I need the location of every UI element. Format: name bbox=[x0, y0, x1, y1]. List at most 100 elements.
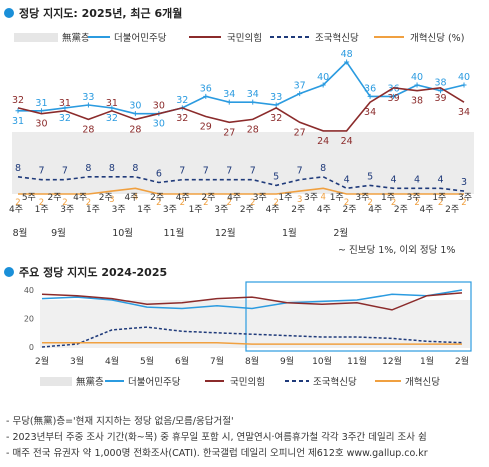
top-data-label-reform: 2 bbox=[86, 198, 91, 208]
top-data-label-reform: 2 bbox=[156, 198, 161, 208]
top-week-tick: 2주 bbox=[150, 192, 164, 203]
heading-dot-bottom bbox=[4, 267, 14, 277]
legend-label-undecided: 無黨층 bbox=[62, 32, 90, 44]
top-data-label-rebuild: 4 bbox=[344, 174, 350, 185]
top-data-label-rebuild: 7 bbox=[226, 166, 232, 177]
top-data-label-democratic: 40 bbox=[317, 72, 329, 83]
top-data-label-ppp: 27 bbox=[223, 127, 235, 138]
bottom-x-tick: 1월 bbox=[420, 355, 434, 367]
top-month-tick: 1월 bbox=[282, 227, 297, 239]
top-data-label-democratic: 33 bbox=[82, 92, 94, 103]
top-week-tick: 1주 bbox=[35, 204, 49, 215]
top-month-tick: 9월 bbox=[51, 227, 66, 239]
top-data-label-rebuild: 4 bbox=[414, 174, 420, 185]
top-data-label-reform: 4 bbox=[133, 192, 138, 202]
top-undecided-band bbox=[12, 132, 474, 194]
top-week-tick: 4주 bbox=[266, 204, 280, 215]
top-data-label-ppp: 30 bbox=[35, 119, 47, 130]
top-week-tick: 2주 bbox=[240, 204, 254, 215]
top-week-tick: 1주 bbox=[278, 192, 292, 203]
top-data-label-rebuild: 5 bbox=[273, 171, 279, 182]
top-data-label-reform: 2 bbox=[344, 198, 349, 208]
top-week-tick: 4주 bbox=[73, 192, 87, 203]
top-data-label-democratic: 32 bbox=[176, 95, 188, 106]
other-parties-note: ~ 진보당 1%, 이외 정당 1% bbox=[338, 244, 455, 256]
top-data-label-ppp: 32 bbox=[176, 113, 188, 124]
bottom-undecided-band bbox=[40, 300, 470, 348]
top-data-label-democratic: 37 bbox=[294, 81, 306, 92]
top-series-line-reform bbox=[18, 187, 464, 195]
top-series-line-rebuild bbox=[17, 175, 465, 192]
bottom-chart-title: 주요 정당 지지도 2024-2025 bbox=[19, 265, 167, 279]
top-data-label-reform: 3 bbox=[297, 195, 302, 205]
legend-label-democratic: 더불어민주당 bbox=[114, 33, 167, 44]
bottom-x-tick: 9월 bbox=[280, 355, 294, 367]
top-data-label-democratic: 36 bbox=[388, 83, 400, 94]
bottom-x-tick: 11월 bbox=[347, 355, 367, 367]
top-data-label-ppp: 31 bbox=[106, 98, 118, 109]
top-point-democratic bbox=[109, 105, 115, 111]
top-data-label-ppp: 24 bbox=[317, 136, 329, 147]
top-series-line-democratic bbox=[18, 60, 465, 115]
top-week-tick: 1주 bbox=[432, 192, 446, 203]
top-week-tick: 4주 bbox=[227, 192, 241, 203]
top-week-tick: 2주 bbox=[291, 204, 305, 215]
top-data-label-rebuild: 3 bbox=[461, 177, 467, 188]
top-data-label-rebuild: 7 bbox=[179, 166, 185, 177]
top-week-tick: 1주 bbox=[189, 204, 203, 215]
bottom-legend-label-rebuild: 조국혁신당 bbox=[313, 377, 357, 388]
top-data-label-ppp: 39 bbox=[434, 93, 446, 104]
top-week-tick: 2주 bbox=[445, 204, 459, 215]
top-chart-title: 정당 지지도: 2025년, 최근 6개월 bbox=[19, 6, 182, 20]
top-month-tick: 8월 bbox=[13, 227, 28, 239]
top-legend: 無黨층 더불어민주당 국민의힘 조국혁신당 개혁신당 (%) bbox=[14, 32, 464, 44]
bottom-legend-label-undecided: 無黨층 bbox=[76, 376, 104, 388]
top-week-tick: 3주 bbox=[163, 204, 177, 215]
top-data-label-ppp: 28 bbox=[129, 124, 141, 135]
top-data-label-reform: 2 bbox=[367, 198, 372, 208]
top-week-tick: 2주 bbox=[394, 204, 408, 215]
bottom-series-line-reform bbox=[42, 341, 462, 345]
bottom-x-tick: 3월 bbox=[70, 355, 84, 367]
top-week-tick: 4주 bbox=[317, 204, 331, 215]
top-week-tick: 2주 bbox=[99, 192, 113, 203]
footnote-1: - 무당(無黨)층='현재 지지하는 정당 없음/모름/응답거절' bbox=[6, 416, 234, 427]
top-week-tick: 2주 bbox=[201, 192, 215, 203]
top-month-tick: 10월 bbox=[112, 227, 133, 239]
top-data-label-ppp: 24 bbox=[341, 136, 353, 147]
top-week-tick: 4주 bbox=[124, 192, 138, 203]
bottom-legend-label-democratic: 더불어민주당 bbox=[128, 377, 181, 388]
top-week-tick: 3주 bbox=[355, 192, 369, 203]
top-week-tick: 1주 bbox=[86, 204, 100, 215]
top-data-label-rebuild: 7 bbox=[203, 166, 209, 177]
top-week-tick: 1주 bbox=[381, 192, 395, 203]
top-data-label-democratic: 32 bbox=[106, 113, 118, 124]
bottom-y-tick: 20 bbox=[24, 315, 34, 324]
top-data-label-rebuild: 4 bbox=[391, 174, 397, 185]
bottom-y-tick: 0 bbox=[29, 343, 34, 352]
bottom-series-line-ppp bbox=[41, 292, 463, 311]
top-data-label-rebuild: 7 bbox=[297, 166, 303, 177]
top-data-label-ppp: 27 bbox=[294, 127, 306, 138]
top-month-tick: 12월 bbox=[215, 227, 236, 239]
top-point-democratic bbox=[226, 99, 232, 105]
legend-label-reform: 개혁신당 (%) bbox=[410, 33, 464, 44]
bottom-x-tick: 12월 bbox=[382, 355, 402, 367]
top-data-label-ppp: 32 bbox=[270, 113, 282, 124]
bottom-y-tick: 40 bbox=[24, 286, 34, 295]
top-week-tick: 2주 bbox=[343, 204, 357, 215]
top-point-democratic bbox=[297, 91, 303, 97]
top-data-label-reform: 2 bbox=[62, 198, 67, 208]
top-week-tick: 3주 bbox=[407, 192, 421, 203]
top-point-democratic bbox=[62, 105, 68, 111]
top-data-label-ppp: 32 bbox=[12, 95, 24, 106]
bottom-highlight-box bbox=[245, 281, 472, 352]
top-point-democratic bbox=[414, 82, 420, 88]
top-week-tick: 1주 bbox=[137, 204, 151, 215]
bottom-series-line-rebuild bbox=[41, 326, 463, 348]
bottom-x-tick: 2월 bbox=[35, 355, 49, 367]
top-data-label-reform: 2 bbox=[180, 198, 185, 208]
top-data-label-rebuild: 7 bbox=[250, 166, 256, 177]
top-week-tick: 3주 bbox=[214, 204, 228, 215]
